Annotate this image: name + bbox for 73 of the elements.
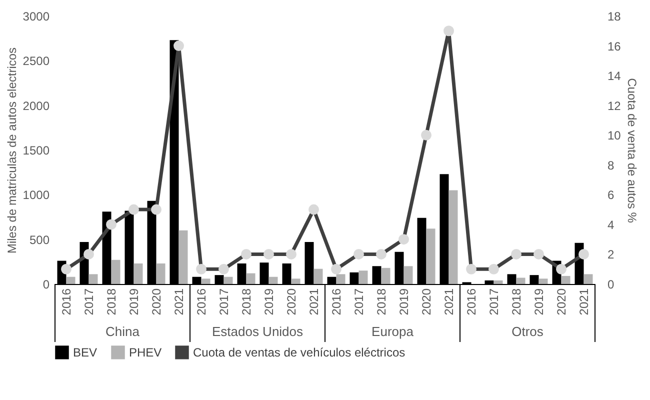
x-tick-label: 2016 [59,288,74,316]
x-tick-label: 2019 [262,288,276,316]
bar [291,278,300,284]
bar [88,274,98,284]
x-tick-label: 2016 [329,288,344,316]
bar [156,263,166,284]
legend-label: Cuota de ventas de vehículos eléctricos [193,345,406,360]
bar [201,278,210,284]
bar [381,268,390,284]
y-tick-label: 1500 [22,144,50,158]
bar [134,263,143,284]
x-tick-label: 2021 [172,288,186,316]
x-tick-label: 2021 [306,288,321,316]
y2-tick-label: 0 [608,278,614,292]
text: Estados Unidos [212,324,304,339]
y-tick-label: 1000 [22,188,50,202]
y2-tick-label: 16 [608,39,622,54]
bar [404,266,413,284]
y2-axis-title: Cuota de venta de autos % [624,78,639,224]
bar [426,228,436,284]
bar [494,280,503,284]
bar [336,274,346,284]
x-tick-label: 2018 [104,288,118,316]
x-tick-label: 2020 [419,288,434,316]
bar [516,278,526,284]
bar [246,273,256,284]
x-tick-label: 2021 [576,288,591,316]
y2-tick-label: 4 [608,218,614,232]
bar [561,276,570,284]
y2-tick-label: 14 [608,69,622,84]
x-tick-label: 2020 [554,288,568,316]
x-tick-label: 2017 [486,288,501,316]
bar [584,274,593,284]
y-axis-title: Miles de matriculas de autos electricos [4,47,19,254]
x-tick-label: 2016 [464,288,478,316]
x-tick-label: 2018 [374,288,388,316]
x-tick-label: 2017 [82,288,96,316]
x-tick-label: 2017 [352,288,366,316]
y2-tick-label: 2 [608,248,614,262]
bar [111,260,120,284]
y2-tick-label: 6 [608,188,614,202]
x-tick-label: 2020 [284,288,298,316]
y2-tick-label: 8 [608,158,614,172]
y-tick-label: 0 [42,278,50,292]
bar [66,276,76,284]
legend-label: BEV [73,345,98,360]
bar [314,268,323,284]
y2-tick-label: 18 [608,10,622,24]
y2-tick-label: 10 [608,128,622,143]
y-tick-label: 2000 [22,98,50,113]
x-tick-label: 2020 [149,288,164,316]
bar [448,190,458,284]
bar [538,278,548,284]
text: China [106,324,140,339]
bar [268,276,278,284]
bar [358,270,368,284]
y-tick-label: 3000 [22,10,50,24]
legend-label: PHEV [129,345,162,360]
x-tick-label: 2021 [442,288,456,316]
x-tick-label: 2019 [532,288,546,316]
x-tick-label: 2019 [396,288,411,316]
text: Europa [372,324,414,339]
x-tick-label: 2016 [194,288,208,316]
x-tick-label: 2017 [216,288,231,316]
x-tick-label: 2018 [239,288,254,316]
x-tick-label: 2018 [509,288,524,316]
bar [224,276,233,284]
y-tick-label: 500 [29,232,50,247]
x-tick-label: 2019 [126,288,141,316]
bar [178,230,188,284]
y-tick-label: 2500 [22,54,50,68]
y2-tick-label: 12 [608,98,622,113]
text: Otros [512,324,544,339]
